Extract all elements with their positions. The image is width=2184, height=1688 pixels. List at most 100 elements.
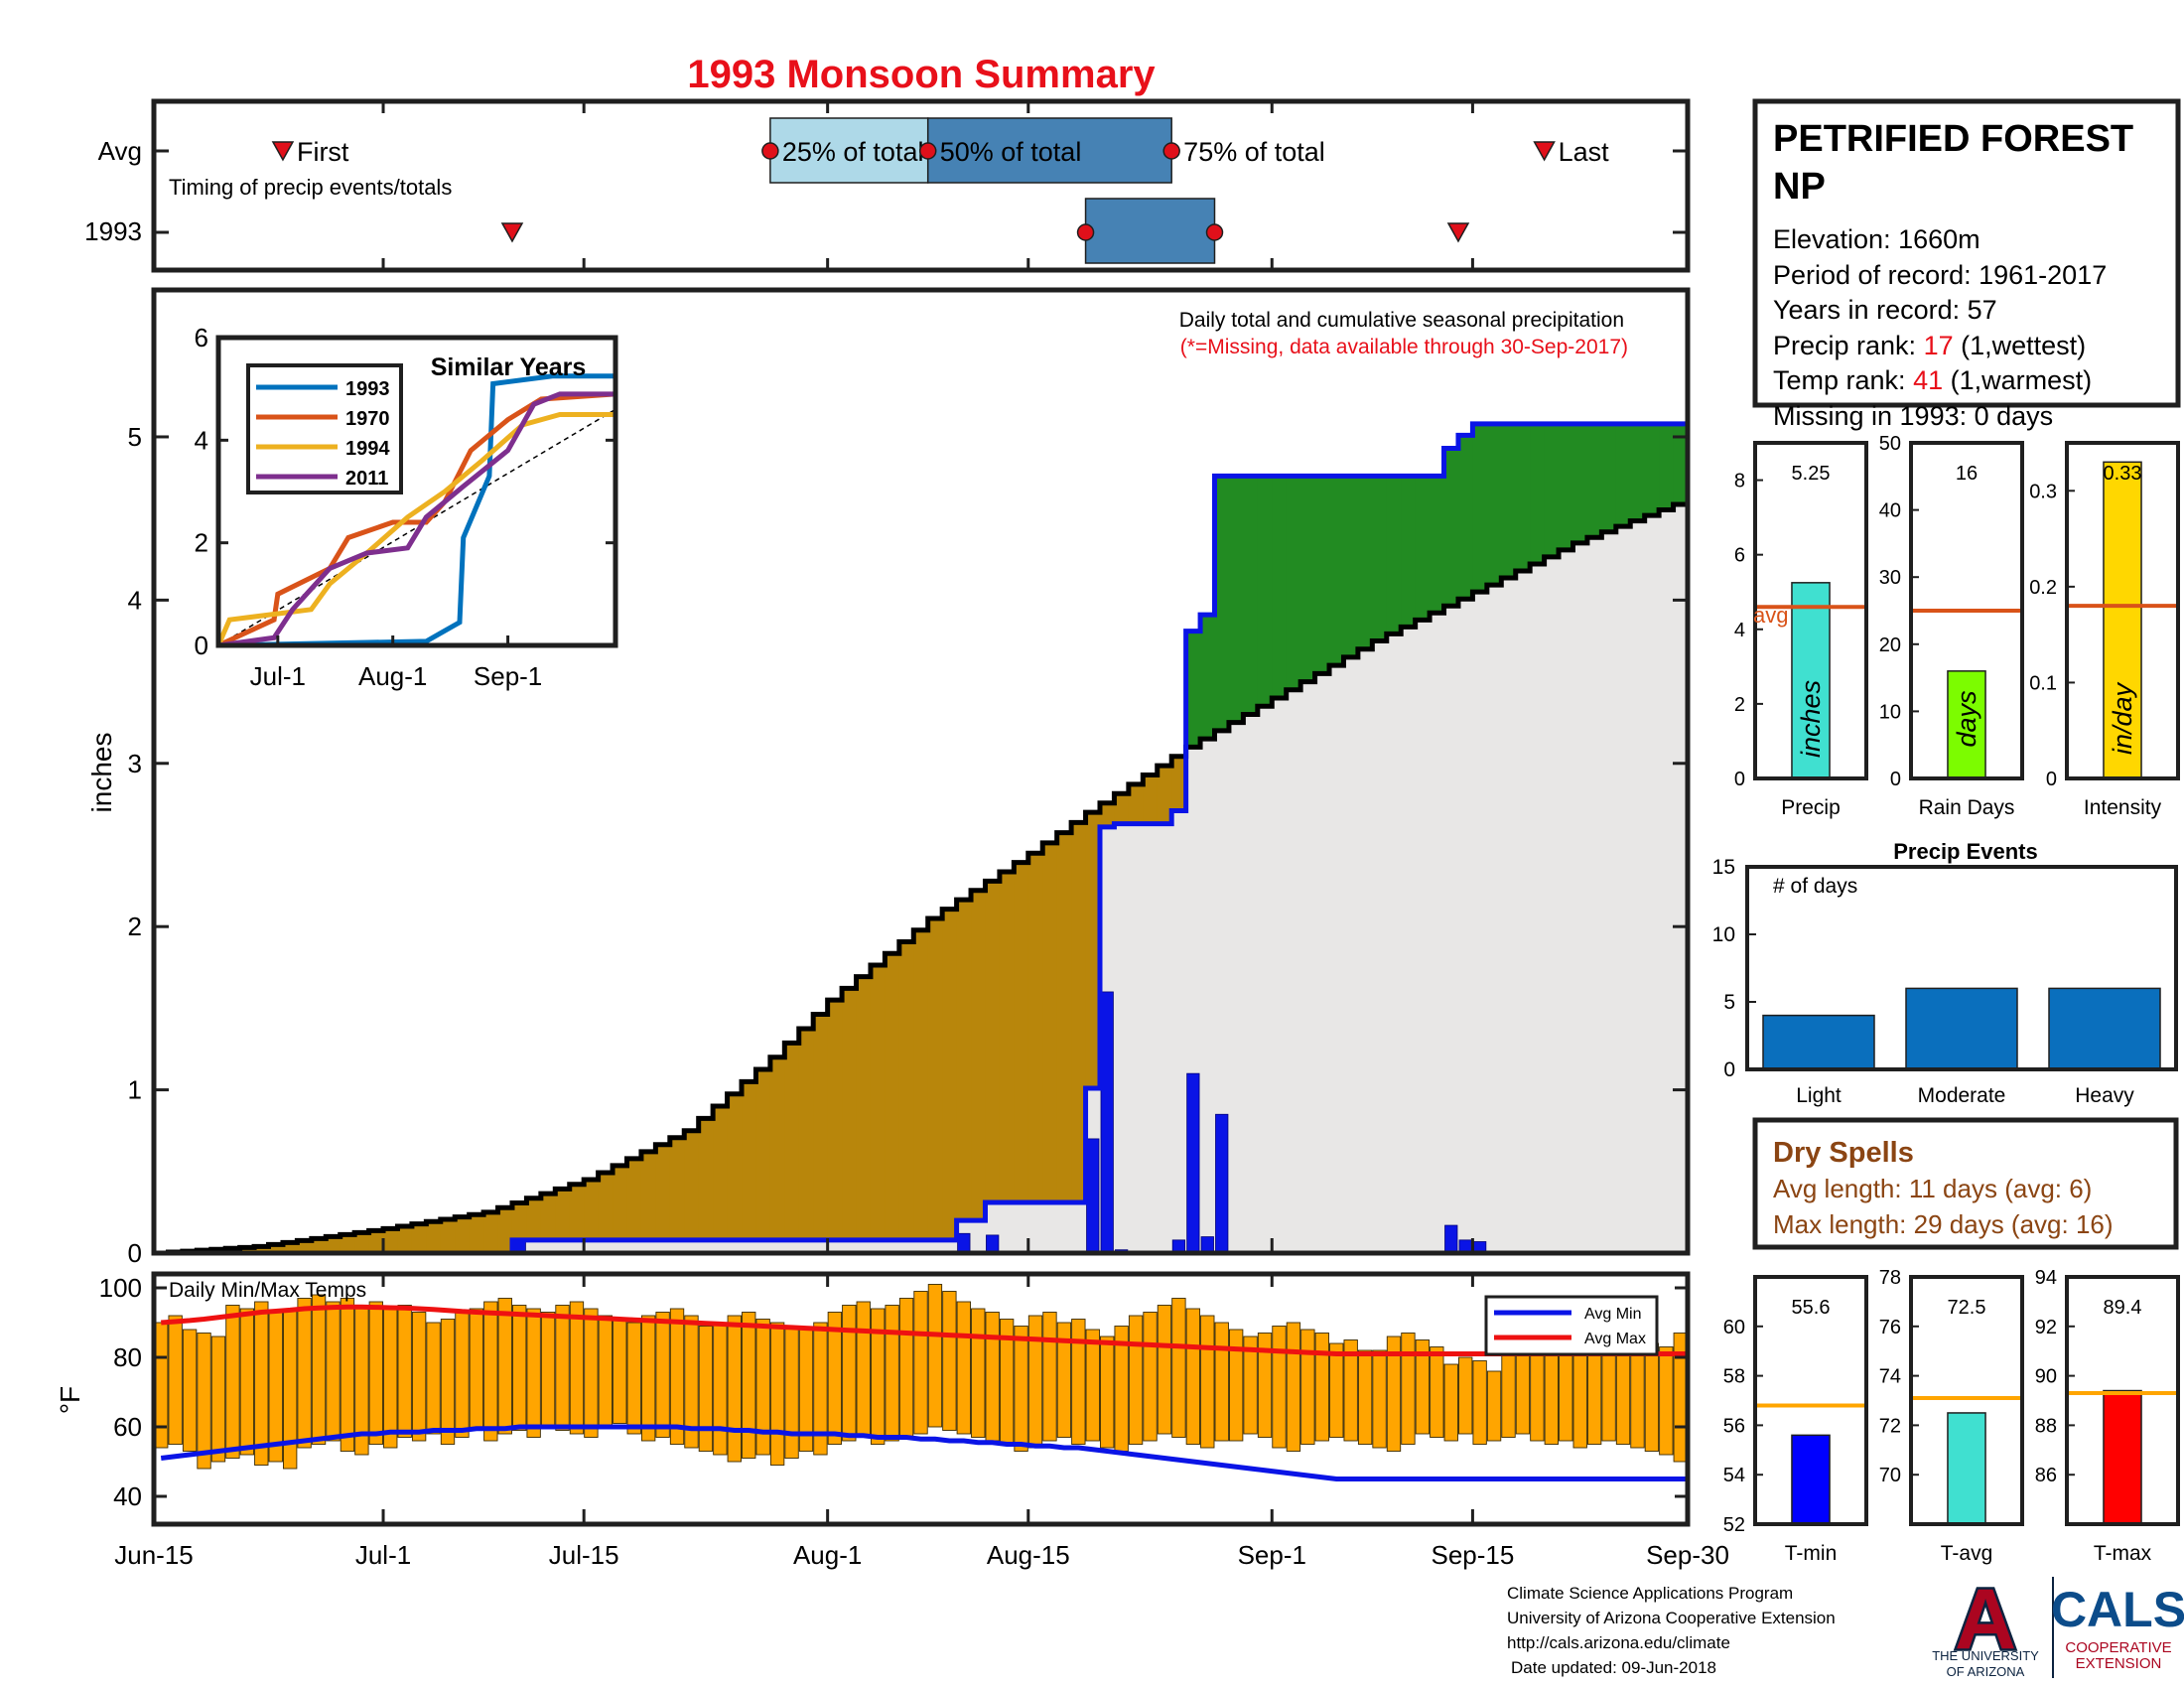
daily-temp-bar — [455, 1312, 470, 1438]
daily-temp-bar — [942, 1291, 957, 1431]
ua-block-a-icon: A — [1955, 1572, 2016, 1667]
mini-y-tick: 56 — [1723, 1415, 1745, 1437]
deficit-segment — [942, 909, 958, 1240]
daily-temp-bar — [898, 1298, 914, 1438]
daily-temp-bar — [1257, 1333, 1273, 1438]
avg-p50-label: 50% of total — [940, 137, 1082, 167]
daily-precip-bar — [1215, 1113, 1229, 1253]
surplus-segment — [1659, 423, 1675, 510]
inset-legend: 1993 1970 1994 2011 — [246, 363, 403, 494]
deficit-segment — [598, 1172, 614, 1240]
inset-x-tick: Sep-1 — [474, 661, 542, 691]
mini-bar — [2103, 1389, 2142, 1525]
deficit-segment — [1143, 774, 1159, 824]
date-tick-label: Sep-15 — [1431, 1540, 1514, 1570]
deficit-segment — [626, 1158, 642, 1240]
timing-row-1993: 1993 — [84, 216, 142, 246]
deficit-segment — [411, 1223, 427, 1253]
inset-legend-2011: 2011 — [345, 468, 388, 490]
precip-events-chart: Precip Events Light Moderate Heavy # of da… — [1712, 839, 2178, 1107]
mini-chart-t-max: 86 88 90 92 94 89.4 T-max — [2035, 1267, 2180, 1565]
daily-temp-bar — [727, 1315, 742, 1463]
daily-temp-bar — [1659, 1346, 1674, 1456]
avg-last-label: Last — [1559, 137, 1610, 167]
ua-name-line-1: THE UNIVERSITY — [1932, 1648, 2039, 1663]
temperature-panel: 40 60 80 100 °F Daily Min/Max Temps Avg Min… — [55, 1271, 1691, 1527]
inset-y-tick: 6 — [195, 323, 208, 352]
events-caption: # of days — [1773, 875, 1857, 898]
daily-temp-bar — [1343, 1339, 1358, 1442]
daily-temp-bar — [640, 1315, 656, 1442]
daily-temp-bar — [927, 1284, 943, 1428]
daily-temp-bar — [1157, 1305, 1172, 1435]
daily-temp-bar — [1372, 1349, 1387, 1449]
daily-temp-bar — [254, 1301, 269, 1466]
timing-percentile-bars — [769, 117, 1216, 264]
legend-avg-max: Avg Max — [1584, 1331, 1646, 1347]
deficit-segment — [870, 964, 887, 1240]
deficit-segment — [698, 1118, 714, 1240]
daily-temp-bar — [871, 1308, 886, 1445]
precip-y-tick: 2 — [128, 912, 142, 941]
daily-temp-bar — [1430, 1346, 1444, 1438]
deficit-segment — [483, 1211, 499, 1253]
daily-temp-bar — [1386, 1336, 1402, 1452]
average-cumulative-line — [154, 498, 1688, 1253]
daily-temp-bar — [885, 1305, 899, 1442]
surplus-segment — [1630, 423, 1646, 521]
daily-temp-bar — [784, 1326, 799, 1459]
university-logo: A THE UNIVERSITY OF ARIZONA CALS COOPERA… — [1932, 1570, 2184, 1680]
daily-temp-bar — [684, 1315, 699, 1449]
deficit-segment — [713, 1106, 729, 1240]
mini-unit: inches — [1796, 680, 1826, 758]
mini-value: 16 — [1956, 463, 1978, 485]
mini-y-tick: 52 — [1723, 1514, 1745, 1536]
deficit-segment — [239, 1247, 255, 1253]
legend-avg-min: Avg Min — [1584, 1306, 1642, 1323]
timing-caption: Timing of precip events/totals — [169, 175, 452, 200]
avg-p75-label: 75% of total — [1183, 137, 1325, 167]
daily-temp-bar — [1300, 1329, 1315, 1445]
daily-temp-bar — [311, 1294, 327, 1445]
mini-chart-rain-days: 0 10 20 30 40 50 16 Rain Days days — [1879, 433, 2024, 819]
1993-last-marker — [1446, 222, 1470, 243]
surplus-segment — [1272, 476, 1288, 699]
mini-value: 0.33 — [2104, 463, 2142, 485]
surplus-segment — [1515, 423, 1531, 572]
deficit-segment — [354, 1232, 370, 1253]
station-temp-rank: Temp rank: 41 (1,warmest) — [1773, 365, 2092, 395]
daily-temp-bar — [1443, 1363, 1458, 1442]
mini-y-tick: 20 — [1879, 634, 1901, 656]
deficit-segment — [827, 1000, 843, 1240]
surplus-segment — [1544, 423, 1560, 557]
surplus-segment — [1586, 423, 1602, 538]
surplus-segment — [1300, 476, 1316, 682]
daily-precip-bar — [986, 1234, 1000, 1253]
mini-y-tick: 50 — [1879, 433, 1901, 455]
avg-min-temp-line — [160, 1424, 1688, 1481]
ua-name-line-2: OF ARIZONA — [1947, 1664, 2025, 1679]
mini-value: 72.5 — [1948, 1297, 1986, 1319]
dry-spells-max: Max length: 29 days (avg: 16) — [1773, 1209, 2114, 1239]
daily-temp-bar — [613, 1319, 627, 1424]
daily-temp-bar — [1501, 1353, 1516, 1438]
deficit-segment — [755, 1069, 771, 1240]
inset-title: Similar Years — [431, 353, 587, 381]
station-info-box: PETRIFIED FOREST NP Elevation: 1660m Peri… — [1752, 98, 2181, 431]
daily-temp-bar — [182, 1329, 198, 1452]
daily-temp-bar — [1228, 1329, 1244, 1442]
mini-y-tick: 94 — [2035, 1267, 2057, 1289]
mini-y-tick: 74 — [1879, 1366, 1901, 1388]
deficit-segment — [1042, 842, 1058, 1203]
mini-bar — [1947, 670, 1986, 779]
daily-precip-bar — [1086, 1138, 1100, 1253]
similar-years-series — [218, 373, 615, 645]
avg-max-temp-line — [161, 1304, 1688, 1356]
daily-temp-bar — [713, 1322, 728, 1456]
deficit-segment — [540, 1194, 556, 1240]
deficit-segment — [1085, 812, 1101, 1088]
deficit-segment — [784, 1043, 800, 1240]
mini-label: Rain Days — [1919, 796, 2015, 819]
